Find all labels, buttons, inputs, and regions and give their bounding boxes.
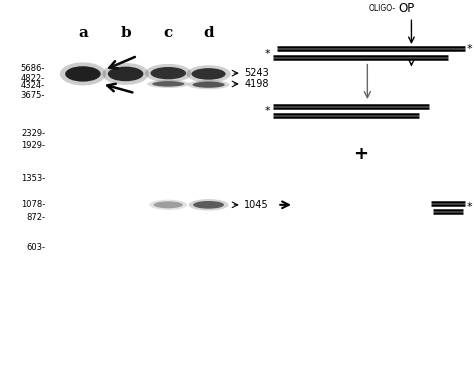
Text: 603-: 603- (26, 243, 45, 252)
Ellipse shape (65, 66, 100, 82)
Ellipse shape (191, 68, 226, 80)
Ellipse shape (192, 82, 225, 88)
Text: OP: OP (398, 2, 414, 15)
Ellipse shape (60, 62, 106, 85)
Ellipse shape (188, 80, 229, 89)
Ellipse shape (193, 201, 224, 209)
Text: 3675-: 3675- (21, 91, 45, 100)
Text: 2329-: 2329- (21, 129, 45, 139)
Text: *: * (467, 44, 473, 54)
Ellipse shape (102, 63, 149, 85)
Text: 5243: 5243 (244, 68, 269, 78)
Text: +: + (353, 145, 368, 163)
Text: 4324-: 4324- (21, 81, 45, 90)
Text: OLIGO-: OLIGO- (369, 4, 396, 13)
Ellipse shape (149, 199, 187, 210)
Text: 1929-: 1929- (21, 141, 45, 150)
Text: a: a (78, 27, 88, 40)
Text: 4822-: 4822- (21, 74, 45, 83)
Text: 1078-: 1078- (21, 200, 45, 209)
Text: 1353-: 1353- (21, 174, 45, 183)
Ellipse shape (147, 80, 189, 88)
Text: d: d (203, 27, 214, 40)
Text: 5686-: 5686- (21, 64, 45, 73)
Text: *: * (264, 49, 270, 59)
Text: c: c (164, 27, 173, 40)
Ellipse shape (186, 65, 231, 82)
Ellipse shape (154, 201, 183, 208)
Ellipse shape (152, 81, 184, 87)
Text: *: * (264, 106, 270, 116)
Ellipse shape (145, 64, 191, 82)
Text: 1045: 1045 (244, 200, 269, 210)
Ellipse shape (108, 67, 143, 81)
Text: b: b (120, 27, 131, 40)
Ellipse shape (150, 67, 186, 79)
Text: 4198: 4198 (244, 79, 269, 89)
Text: *: * (467, 202, 473, 212)
Ellipse shape (189, 199, 228, 211)
Text: 872-: 872- (26, 213, 45, 223)
